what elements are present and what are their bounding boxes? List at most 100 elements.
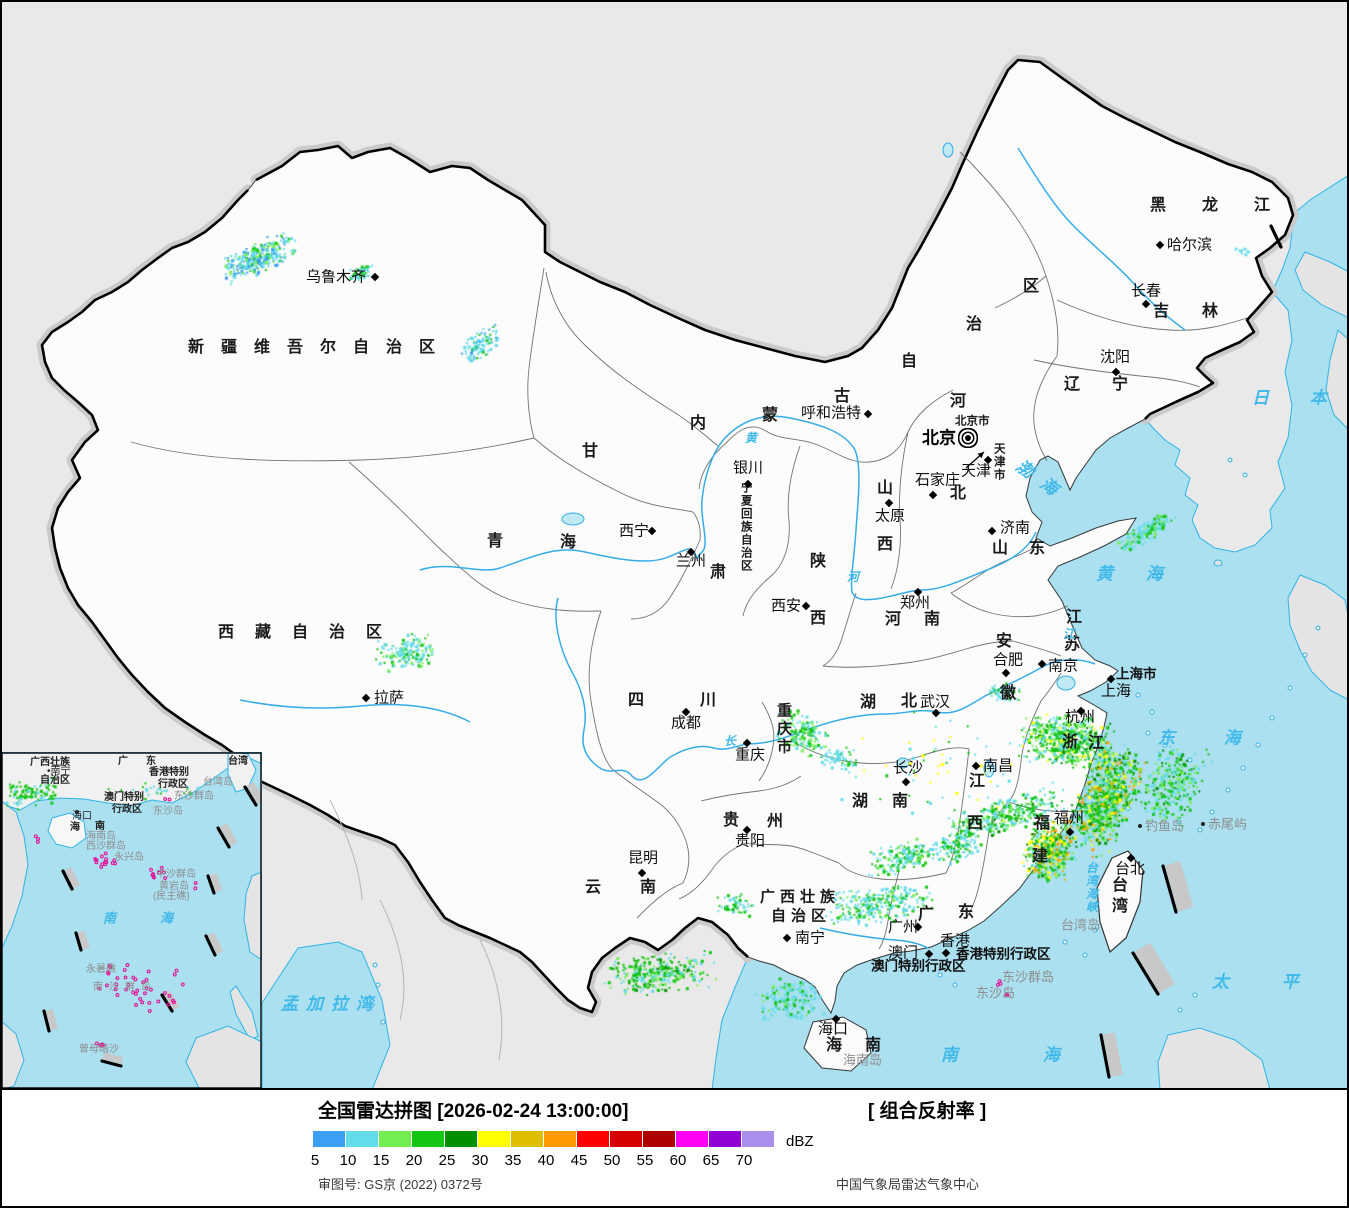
colorbar-tick: 60 — [669, 1152, 687, 1169]
radar-echo-layer — [0, 0, 1349, 1090]
map-label: 海南岛 — [843, 1052, 883, 1068]
city-marker — [75, 810, 79, 814]
map-label: 上海市 — [1116, 666, 1157, 682]
map-label: 南 — [865, 1037, 882, 1054]
city-marker — [1001, 668, 1011, 678]
city-marker — [1138, 824, 1142, 828]
map-label: 西 — [967, 815, 984, 832]
city-marker — [782, 933, 792, 943]
map-label: 南昌 — [983, 757, 1014, 775]
colorbar-segment — [445, 1131, 477, 1147]
map-label: 成都 — [671, 714, 702, 732]
map-label: 苏 — [1064, 636, 1081, 653]
city-marker — [647, 526, 657, 536]
city-marker — [370, 272, 380, 282]
map-label: 南 海 — [941, 1045, 1100, 1065]
map-label: 自 — [901, 353, 918, 370]
colorbar-tick: 25 — [438, 1152, 456, 1169]
map-label: 浙 — [1062, 734, 1079, 751]
city-marker — [884, 498, 894, 508]
map-label: 湖 — [860, 694, 877, 711]
map-label: 澳门特别行政区 — [871, 958, 966, 974]
colorbar-tick: 40 — [537, 1152, 555, 1169]
map-label: 台 — [1086, 861, 1099, 875]
colorbar-segment — [709, 1131, 741, 1147]
map-label: 重 — [777, 702, 793, 720]
map-label: 东 — [958, 904, 975, 921]
map-label: 台湾岛 — [1061, 917, 1101, 933]
map-label: 川 — [700, 692, 717, 709]
map-label: 郑州 — [900, 594, 931, 612]
map-label: 武汉 — [920, 693, 951, 711]
map-label: 海 — [1086, 887, 1099, 901]
map-label: 甘 — [582, 443, 599, 460]
map-label: 吉 — [1153, 303, 1170, 320]
map-label: 云 — [585, 879, 602, 896]
map-label: 湾 — [1112, 898, 1129, 915]
map-label: 自治区 — [771, 907, 832, 925]
map-label: 台湾 — [228, 756, 248, 767]
colorbar-tick: 55 — [636, 1152, 654, 1169]
colorbar-segment — [742, 1131, 774, 1147]
map-label: 族 — [741, 521, 753, 534]
credit-text: 中国气象局雷达气象中心 — [836, 1177, 980, 1192]
map-label: 东沙群岛 — [174, 791, 214, 802]
map-approval-number: 审图号: GS京 (2022) 0372号 — [318, 1177, 483, 1192]
map-label: 南宁 — [795, 929, 826, 947]
map-label: 贵 — [723, 812, 740, 829]
map-label: 东沙岛 — [976, 985, 1016, 1001]
map-label: 沈阳 — [1100, 348, 1131, 366]
map-label: 南沙群岛 — [93, 982, 157, 993]
map-label: 香港特别 — [149, 767, 189, 778]
city-marker — [1037, 659, 1047, 669]
map-label: 海口 — [72, 811, 92, 822]
map-label: 建 — [1032, 848, 1049, 865]
city-marker — [1155, 240, 1165, 250]
map-label: 杭州 — [1065, 708, 1096, 726]
map-label: 乌鲁木齐 — [306, 268, 367, 286]
map-label: 南京 — [1048, 657, 1079, 675]
capital-marker — [965, 435, 971, 441]
city-marker — [987, 526, 997, 536]
map-label: 辽 — [1064, 376, 1081, 393]
map-label: 海 — [826, 1037, 843, 1054]
colorbar-tick: 70 — [735, 1152, 753, 1169]
map-label: 维 — [254, 339, 271, 356]
reflectivity-colorbar — [313, 1131, 775, 1147]
map-label: 庆 — [777, 720, 793, 738]
map-label: 市 — [777, 738, 793, 756]
map-label: 江 — [1066, 609, 1083, 626]
map-title: 全国雷达拼图 [2026-02-24 13:00:00] — [318, 1101, 629, 1122]
map-label: 南 — [924, 611, 941, 628]
colorbar-tick: 15 — [372, 1152, 390, 1169]
city-marker — [971, 761, 981, 771]
map-label: 澳门特别 — [104, 792, 144, 803]
map-label: 治 — [386, 339, 403, 356]
city-marker — [901, 777, 911, 787]
map-label: 州 — [767, 813, 784, 830]
map-label: 市 — [994, 469, 1006, 482]
map-label: 中沙群岛 — [156, 869, 196, 880]
map-label: •南宁 — [47, 766, 71, 777]
map-label: 黄 海 — [1096, 564, 1177, 584]
map-label: 山 — [992, 540, 1009, 557]
map-label: 石家庄 — [915, 471, 961, 489]
map-label: 台 — [1112, 877, 1129, 894]
city-marker — [361, 693, 371, 703]
map-label: 河 — [885, 611, 902, 628]
map-label: 湖 — [852, 793, 869, 810]
map-label: 南 — [892, 793, 909, 810]
colorbar-unit: dBZ — [786, 1133, 814, 1150]
map-label: 东沙群岛 — [1002, 969, 1055, 985]
map-label: 长 — [724, 734, 737, 748]
map-label: 青 — [487, 533, 504, 550]
map-label: 藏 — [255, 624, 272, 641]
map-label: 西 — [218, 624, 235, 641]
map-label: 南 — [640, 879, 657, 896]
map-label: 黄 — [745, 431, 758, 445]
colorbar-tick: 35 — [504, 1152, 522, 1169]
map-label: 内 — [690, 415, 707, 432]
map-label: 永兴岛 — [114, 852, 144, 863]
map-label: 太 平 洋 — [1212, 972, 1323, 992]
map-label: 陕 — [810, 553, 827, 570]
